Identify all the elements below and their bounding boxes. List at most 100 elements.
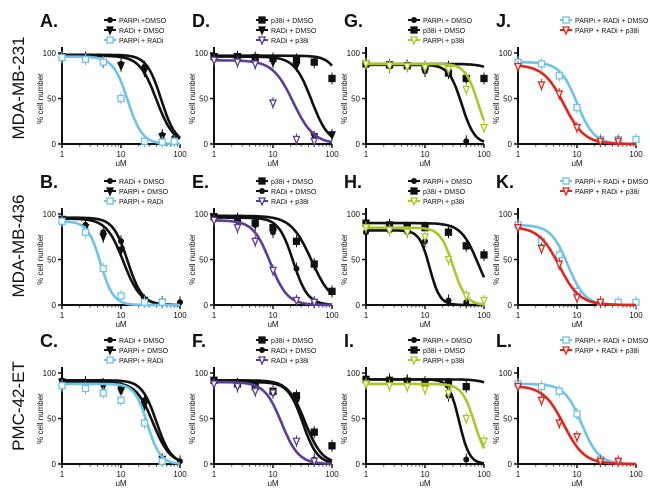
panel-b: B. 0 50 100 1 10 100 uM % cell number RADi + DMSO… [36, 172, 187, 329]
legend: p38i + DMSO RADi + DMSO RADi + p38i [256, 336, 317, 366]
legend-entry: RADi + DMSO [119, 28, 165, 35]
panel-e: E. 0 50 100 1 10 100 uM % cell number p38i + DMSO… [188, 172, 339, 329]
series-parpi-radi [58, 51, 180, 149]
data-point [58, 217, 66, 225]
data-point [117, 62, 125, 72]
legend: PARPi + RADi + DMSO PARP + RADi + p38i [560, 16, 649, 36]
panel-title: E. [192, 172, 209, 192]
data-point [537, 60, 546, 68]
x-tick-label: 1 [516, 311, 521, 320]
x-tick-label: 10 [573, 311, 582, 320]
legend: RADi + DMSO PARPi + DMSO PARPi + RADi [104, 337, 169, 365]
x-tick-label: 10 [117, 150, 126, 159]
x-tick-label: 100 [325, 150, 339, 159]
data-point [555, 419, 564, 429]
legend-entry: PARPi + p38i [423, 358, 465, 365]
data-point [328, 131, 336, 141]
data-point [292, 135, 301, 146]
data-point [632, 298, 640, 306]
x-tick-label: 10 [269, 470, 278, 479]
panel-j: J. 0 50 100 1 10 100 uM % cell number PARPi + RAD… [492, 11, 649, 168]
data-point [269, 99, 277, 109]
y-tick-label: 100 [195, 369, 209, 378]
x-axis-label: uM [115, 159, 126, 168]
data-point [463, 456, 470, 463]
y-tick-label: 100 [347, 210, 361, 219]
legend-swatch-marker [410, 36, 418, 46]
x-tick-label: 100 [325, 311, 339, 320]
y-tick-label: 100 [195, 49, 209, 58]
legend-swatch-marker [410, 187, 418, 195]
x-tick-label: 1 [212, 470, 217, 479]
data-point [403, 382, 412, 393]
data-point [117, 246, 125, 257]
y-tick-label: 100 [195, 210, 209, 219]
x-tick-label: 100 [173, 311, 187, 320]
x-tick-label: 100 [629, 470, 643, 479]
panel-title: A. [40, 11, 58, 31]
data-point [573, 433, 581, 443]
legend-entry: RADi + p38i [271, 358, 309, 365]
y-tick-label: 50 [351, 95, 360, 104]
panel-c: C. 0 50 100 1 10 100 uM % cell number RADi + DMSO… [36, 331, 187, 488]
y-tick-label: 0 [508, 460, 513, 469]
data-point [99, 389, 107, 397]
legend: PARPi + DMSO p38i + DMSO PARPi + p38i [408, 178, 473, 207]
legend: PARPi + DMSO p38i + DMSO PARPi + p38i [408, 17, 473, 46]
x-tick-label: 10 [573, 150, 582, 159]
x-axis-label: uM [267, 320, 278, 329]
x-tick-label: 10 [117, 470, 126, 479]
y-axis-label: % cell number [36, 234, 45, 285]
panel-title: F. [192, 331, 206, 351]
data-point [385, 382, 394, 392]
y-tick-label: 0 [356, 140, 361, 149]
data-point [573, 103, 581, 112]
panel-i: I. 0 50 100 1 10 100 uM % cell number PARPi + DMS… [340, 331, 491, 488]
legend-swatch-marker [410, 356, 418, 366]
legend-entry: p38i + DMSO [423, 189, 466, 196]
row-labels: MDA-MB-231 MDA-MB-436 PMC-42-ET [9, 37, 28, 451]
data-point [233, 382, 242, 393]
data-point [140, 298, 149, 306]
x-tick-label: 1 [212, 311, 217, 320]
data-point [573, 294, 581, 304]
legend-entry: PARPi +DMSO [119, 18, 167, 25]
series-radi-p38i [210, 377, 333, 468]
panel-k: K. 0 50 100 1 10 100 uM % cell number PARPi + RAD… [492, 172, 649, 329]
y-axis-label: % cell number [340, 393, 349, 444]
legend-swatch-marker [259, 347, 265, 353]
series-parpi-radi [58, 379, 181, 468]
x-tick-label: 100 [173, 150, 187, 159]
data-point [462, 292, 471, 302]
x-tick-label: 1 [516, 470, 521, 479]
data-point [403, 228, 412, 238]
y-tick-label: 50 [47, 415, 56, 424]
data-point [463, 138, 470, 145]
data-point [480, 74, 488, 83]
data-point [233, 223, 242, 234]
panel-title: I. [344, 331, 354, 351]
series-parpi-radi-dmso [514, 377, 637, 468]
x-tick-label: 1 [60, 150, 65, 159]
row-label-mda-mb-436: MDA-MB-436 [9, 195, 28, 298]
series-parpi-dmso [58, 376, 181, 466]
y-tick-label: 50 [503, 256, 512, 265]
legend: RADi + DMSO PARPi + DMSO PARPi + RADi [104, 178, 169, 206]
legend-entry: RADi + p38i [271, 199, 309, 206]
y-tick-label: 0 [204, 460, 209, 469]
legend-swatch-marker [410, 346, 418, 354]
data-point [310, 137, 319, 147]
x-tick-label: 100 [629, 150, 643, 159]
legend-swatch-marker [259, 188, 265, 194]
legend: PARPi +DMSO RADi + DMSO PARPi + RADi [104, 17, 167, 45]
data-point [292, 437, 301, 447]
x-tick-label: 10 [117, 311, 126, 320]
data-point [555, 72, 563, 80]
legend-entry: PARPi + p38i [423, 199, 465, 206]
panel-title: C. [40, 331, 58, 351]
data-point [328, 74, 336, 83]
legend-swatch-marker [410, 197, 418, 207]
legend-swatch-marker [258, 177, 266, 185]
series-parpi-p38i [362, 221, 488, 307]
